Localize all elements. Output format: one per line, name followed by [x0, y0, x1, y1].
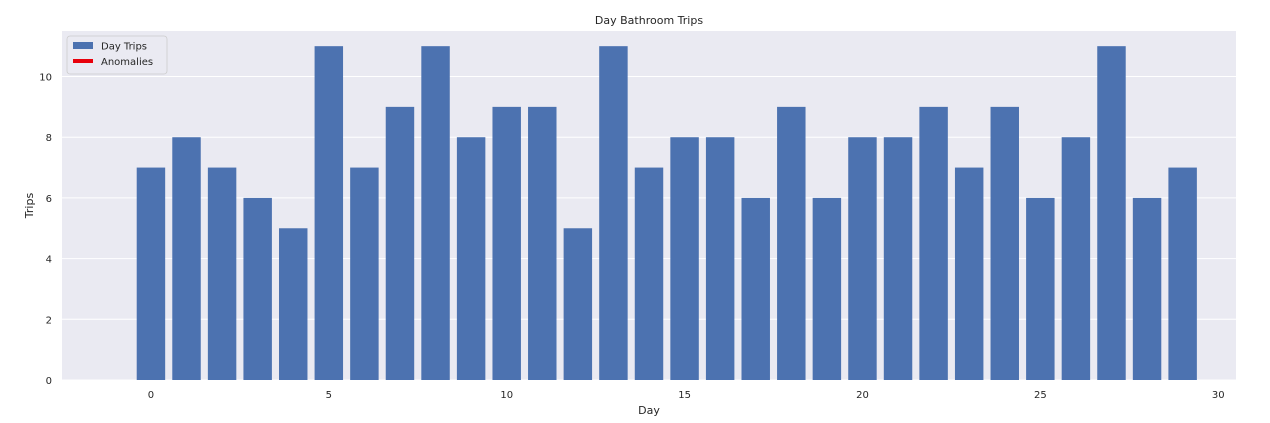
y-axis-label: Trips [23, 193, 36, 220]
chart-title: Day Bathroom Trips [595, 14, 703, 27]
x-tick-label: 30 [1212, 390, 1225, 401]
y-tick-label: 8 [46, 133, 52, 144]
bar [883, 137, 913, 380]
bar [456, 137, 486, 380]
legend: Day Trips Anomalies [66, 35, 168, 75]
bar [848, 137, 877, 380]
bar [777, 106, 806, 380]
bar [421, 46, 450, 380]
x-tick-label: 5 [326, 390, 332, 401]
x-tick-label: 15 [678, 390, 691, 401]
bar [599, 46, 628, 380]
bar [385, 106, 415, 380]
bar [634, 167, 664, 380]
bar [1026, 197, 1055, 380]
y-axis-ticks: 0 2 4 6 8 10 [39, 73, 52, 387]
bar [314, 46, 344, 380]
x-tick-label: 10 [500, 390, 513, 401]
x-tick-label: 20 [856, 390, 869, 401]
y-tick-label: 2 [46, 315, 52, 326]
bar [243, 197, 272, 380]
x-tick-label: 0 [148, 390, 154, 401]
bar [528, 106, 557, 380]
bar [1168, 167, 1197, 380]
bar [741, 197, 770, 380]
y-tick-label: 4 [46, 255, 52, 266]
bar [1097, 46, 1126, 380]
x-axis-label: Day [638, 404, 660, 417]
bars [136, 46, 1197, 380]
bar [1132, 197, 1162, 380]
y-tick-label: 0 [46, 376, 52, 387]
bar [705, 137, 735, 380]
bar [919, 106, 948, 380]
y-tick-label: 6 [46, 194, 52, 205]
bar [670, 137, 699, 380]
x-axis-ticks: 0 5 10 15 20 25 30 [148, 390, 1225, 401]
legend-swatch-day-trips [73, 42, 93, 49]
bar [136, 167, 166, 380]
bar [954, 167, 984, 380]
legend-swatch-anomalies [73, 59, 93, 63]
bar [279, 228, 308, 380]
bar [812, 197, 842, 380]
bar [172, 137, 201, 380]
bar [990, 106, 1019, 380]
legend-label-day-trips: Day Trips [101, 42, 147, 53]
bar [207, 167, 237, 380]
legend-label-anomalies: Anomalies [101, 57, 153, 68]
y-tick-label: 10 [39, 73, 52, 84]
bar [1061, 137, 1091, 380]
bar [563, 228, 593, 380]
bar [492, 106, 521, 380]
bar [350, 167, 379, 380]
x-tick-label: 25 [1034, 390, 1047, 401]
